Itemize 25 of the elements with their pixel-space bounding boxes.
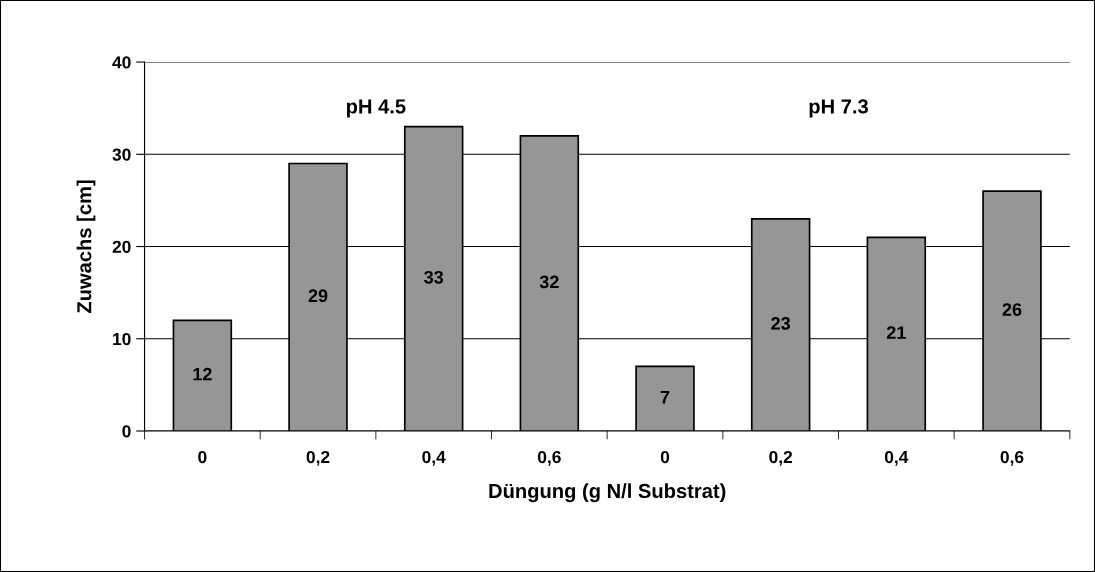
data-label: 29 [308, 289, 328, 303]
y-axis-title: Zuwachs [cm] [76, 180, 96, 314]
y-tick-label: 20 [112, 240, 131, 253]
x-tick-label: 0 [198, 450, 207, 464]
y-tick-label: 0 [122, 425, 131, 438]
annotation: pH 7.3 [809, 99, 868, 118]
data-label: 23 [771, 316, 791, 330]
data-label: 12 [193, 367, 212, 381]
data-label: 32 [539, 275, 559, 289]
x-tick-label: 0,2 [306, 450, 330, 466]
x-tick-label: 0,2 [769, 450, 793, 466]
x-tick-label: 0 [660, 450, 670, 464]
data-label: 33 [424, 270, 444, 284]
x-tick-label: 0,4 [884, 450, 909, 466]
data-label: 21 [886, 326, 906, 339]
data-label: 7 [660, 390, 670, 404]
y-tick-label: 30 [112, 148, 131, 161]
y-tick-label: 40 [112, 56, 131, 69]
y-tick-label: 10 [113, 332, 131, 346]
annotation: pH 4.5 [346, 99, 406, 118]
data-label: 26 [1002, 303, 1022, 316]
x-axis-title: Düngung (g N/l Substrat) [489, 483, 726, 503]
x-tick-label: 0,6 [537, 450, 561, 466]
x-tick-label: 0,4 [422, 450, 446, 466]
x-tick-label: 0,6 [1000, 450, 1024, 466]
